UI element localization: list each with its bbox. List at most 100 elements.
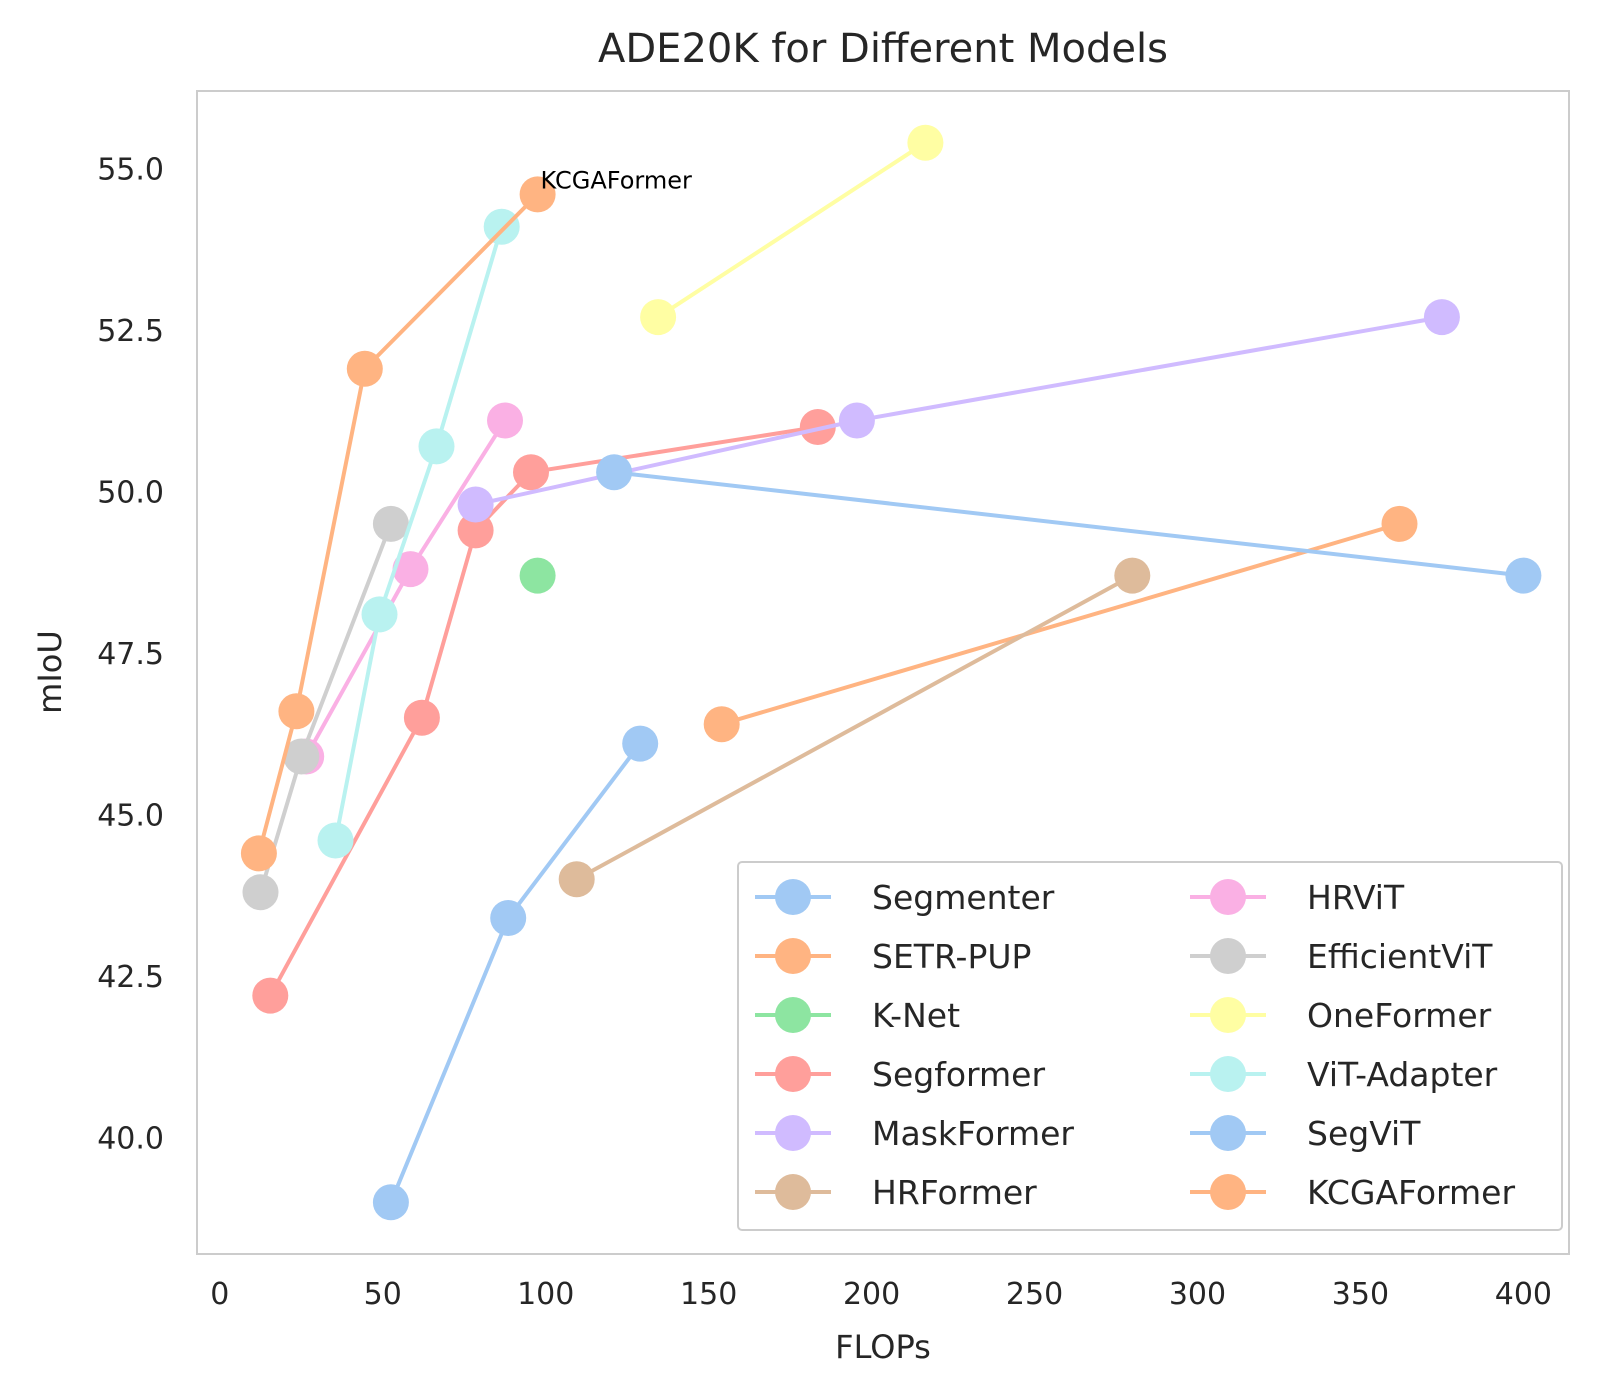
- legend-item: HRViT: [1190, 878, 1405, 917]
- y-tick-label: 45.0: [97, 799, 164, 834]
- legend-label: SETR-PUP: [872, 937, 1031, 976]
- legend-item: EfficientViT: [1190, 937, 1493, 976]
- legend-item: Segformer: [755, 1055, 1045, 1094]
- legend-marker: [775, 1174, 811, 1210]
- legend-label: K-Net: [872, 996, 960, 1035]
- chart-title: ADE20K for Different Models: [598, 26, 1168, 72]
- series-segformer: [252, 409, 836, 1014]
- data-point: [558, 861, 595, 898]
- data-point: [519, 557, 556, 594]
- series-oneformer: [640, 124, 944, 336]
- x-tick-label: 400: [1495, 1277, 1552, 1312]
- legend-marker: [775, 1115, 811, 1151]
- legend-marker: [1210, 997, 1246, 1033]
- legend-label: SegViT: [1307, 1114, 1421, 1153]
- data-point: [483, 208, 520, 245]
- legend-marker: [775, 997, 811, 1033]
- data-point: [519, 176, 556, 213]
- data-point: [457, 512, 494, 549]
- legend-label: MaskFormer: [872, 1114, 1074, 1153]
- series-vit-adapter: [317, 208, 520, 859]
- y-tick-label: 42.5: [97, 960, 164, 995]
- series-line: [656, 140, 928, 320]
- legend-marker: [1210, 1115, 1246, 1151]
- series-line: [574, 573, 1135, 882]
- data-point: [487, 402, 523, 439]
- legend-label: Segmenter: [872, 878, 1055, 917]
- annotation-layer: KCGAFormer: [541, 166, 692, 194]
- data-point: [1381, 505, 1418, 542]
- series-kcgaformer: [240, 176, 556, 872]
- series-segvit: [596, 454, 1542, 594]
- x-tick-label: 0: [210, 1277, 229, 1312]
- data-point: [283, 738, 320, 775]
- legend-label: OneFormer: [1307, 996, 1492, 1035]
- data-point: [317, 822, 354, 859]
- data-point: [392, 551, 429, 588]
- data-point: [596, 454, 633, 491]
- x-axis-label: FLOPs: [835, 1328, 931, 1366]
- legend-marker: [775, 1056, 811, 1092]
- legend-item: K-Net: [755, 996, 960, 1035]
- x-tick-label: 150: [680, 1277, 737, 1312]
- data-point: [490, 900, 527, 936]
- annotation-label: KCGAFormer: [541, 166, 692, 194]
- data-point: [1114, 557, 1151, 594]
- data-point: [907, 124, 944, 161]
- legend-label: EfficientViT: [1307, 937, 1493, 976]
- data-point: [457, 486, 494, 523]
- series-line: [719, 521, 1402, 727]
- series-k-net: [519, 557, 556, 594]
- legend-item: KCGAFormer: [1190, 1173, 1515, 1212]
- series-segmenter: [372, 725, 659, 1221]
- legend-frame: [737, 861, 1563, 1231]
- legend-item: OneFormer: [1190, 996, 1492, 1035]
- legend-marker: [1210, 879, 1246, 915]
- data-point: [622, 725, 659, 762]
- legend-item: SegViT: [1190, 1114, 1421, 1153]
- legend-label: KCGAFormer: [1307, 1173, 1515, 1212]
- y-tick-label: 55.0: [97, 153, 164, 188]
- series-line: [256, 192, 540, 856]
- data-point: [361, 596, 398, 633]
- legend-marker: [1210, 1174, 1246, 1210]
- legend-marker: [1210, 938, 1246, 974]
- data-point: [240, 835, 277, 872]
- legend-item: Segmenter: [755, 878, 1055, 917]
- legend: Segmenter SETR-PUP K-Net Segformer MaskForme…: [737, 861, 1563, 1231]
- data-point: [252, 977, 289, 1014]
- data-point: [372, 505, 409, 542]
- y-tick-label: 50.0: [97, 476, 164, 511]
- x-tick-label: 100: [517, 1277, 574, 1312]
- legend-marker: [775, 879, 811, 915]
- legend-label: Segformer: [872, 1055, 1045, 1094]
- legend-label: HRViT: [1307, 878, 1405, 917]
- series-setr-pup: [703, 505, 1418, 743]
- legend-label: HRFormer: [872, 1173, 1037, 1212]
- data-point: [1423, 299, 1460, 336]
- x-tick-label: 250: [1006, 1277, 1063, 1312]
- series-line: [612, 470, 1526, 578]
- x-tick-label: 350: [1332, 1277, 1389, 1312]
- legend-item: HRFormer: [755, 1173, 1037, 1212]
- y-tick-labels: 40.0 42.5 45.0 47.5 50.0 52.5 55.0: [97, 153, 164, 1157]
- x-tick-label: 200: [843, 1277, 900, 1312]
- y-tick-label: 52.5: [97, 314, 164, 349]
- data-point: [242, 874, 279, 911]
- series-hrformer: [558, 557, 1151, 898]
- data-point: [346, 350, 383, 387]
- legend-label: ViT-Adapter: [1307, 1055, 1498, 1094]
- x-tick-labels: 0 50 100 150 200 250 300 350 400: [210, 1277, 1552, 1312]
- legend-marker: [775, 938, 811, 974]
- legend-marker: [1210, 1056, 1246, 1092]
- data-point: [418, 428, 455, 465]
- data-point: [403, 699, 440, 736]
- data-point: [703, 706, 740, 743]
- data-point: [1505, 557, 1542, 594]
- legend-item: MaskFormer: [755, 1114, 1074, 1153]
- data-point: [513, 454, 549, 491]
- y-axis-label: mIoU: [31, 630, 69, 714]
- legend-item: ViT-Adapter: [1190, 1055, 1498, 1094]
- y-tick-label: 47.5: [97, 637, 164, 672]
